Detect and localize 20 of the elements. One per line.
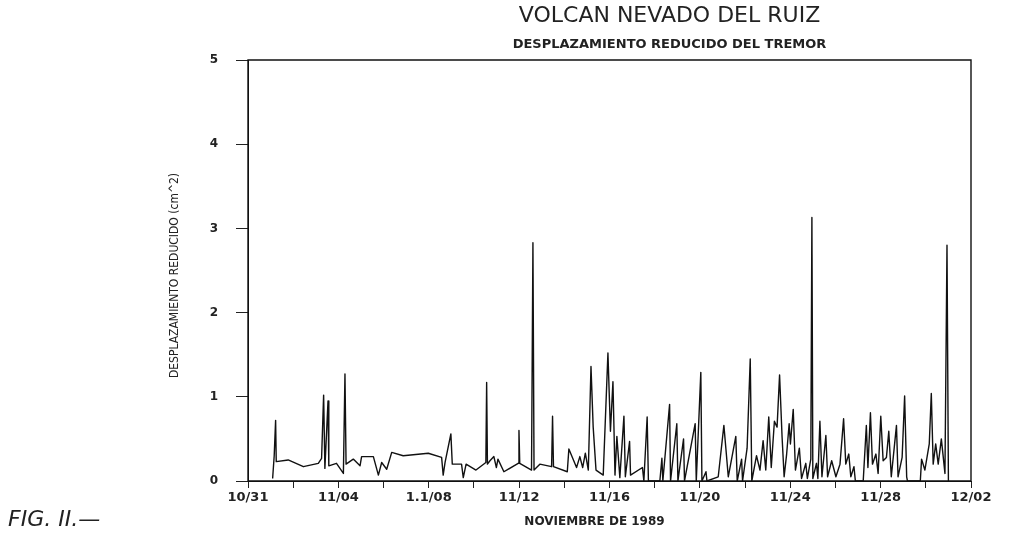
chart-title: VOLCAN NEVADO DEL RUIZ [518, 1, 821, 27]
x-tick-label: 11/16 [589, 489, 630, 505]
x-tick-label: 12/02 [950, 489, 992, 505]
y-tick-label: 2 [209, 304, 218, 319]
y-tick-label: 5 [209, 52, 218, 67]
y-tick-label: 4 [209, 136, 218, 151]
y-tick-label: 3 [209, 220, 218, 235]
x-tick-label: 11/20 [679, 489, 721, 505]
chart-subtitle: DESPLAZAMIENTO REDUCIDO DEL TREMOR [512, 36, 827, 52]
y-tick-label: 0 [209, 473, 218, 488]
y-axis-title: DESPLAZAMIENTO REDUCIDO (cm^2) [167, 172, 182, 379]
x-tick-label: 1.1/08 [405, 489, 452, 505]
y-tick-label: 1 [209, 388, 218, 403]
x-tick-label: 11/28 [860, 489, 902, 505]
x-tick-label: 11/24 [769, 489, 811, 505]
x-tick-label: 11/12 [498, 489, 540, 505]
text: FIG. II.— [8, 505, 101, 531]
x-tick-label: 10/31 [227, 489, 269, 505]
x-tick-label: 11/04 [317, 489, 359, 505]
x-axis-title: NOVIEMBRE DE 1989 [524, 514, 665, 529]
